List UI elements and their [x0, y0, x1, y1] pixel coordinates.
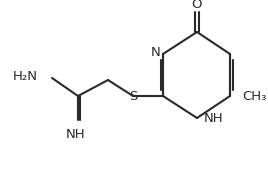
Text: NH: NH: [204, 112, 224, 125]
Text: O: O: [192, 0, 202, 11]
Text: H₂N: H₂N: [13, 70, 38, 83]
Text: N: N: [151, 46, 161, 59]
Text: S: S: [129, 90, 137, 102]
Text: NH: NH: [66, 128, 86, 141]
Text: CH₃: CH₃: [242, 90, 266, 102]
